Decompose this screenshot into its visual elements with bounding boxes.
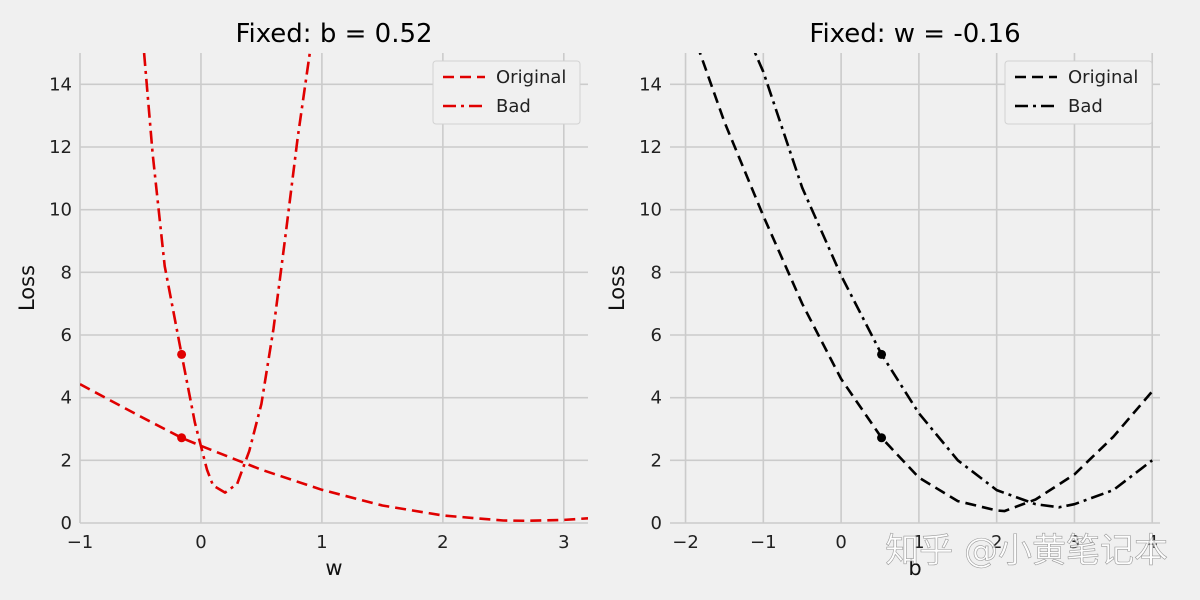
y-tick-label: 12 <box>49 137 72 158</box>
x-tick-label: 1 <box>913 532 924 553</box>
data-point-marker <box>177 433 187 443</box>
x-tick-label: −2 <box>672 532 699 553</box>
y-tick-label: 4 <box>61 388 72 409</box>
y-tick-label: 14 <box>639 74 662 95</box>
y-axis-label: Loss <box>605 265 629 311</box>
watermark-text: 知乎 @小黄笔记本 <box>885 531 1168 571</box>
chart-title: Fixed: b = 0.52 <box>235 19 432 49</box>
y-tick-label: 10 <box>49 200 72 221</box>
x-tick-label: 3 <box>558 532 569 553</box>
y-tick-label: 0 <box>61 513 72 534</box>
x-tick-label: −1 <box>750 532 777 553</box>
x-tick-label: 0 <box>195 532 206 553</box>
y-tick-label: 6 <box>61 325 72 346</box>
x-tick-label: 4 <box>1146 532 1157 553</box>
data-point-marker <box>177 349 187 359</box>
legend: Original Bad <box>1004 60 1153 125</box>
x-tick-label: 3 <box>1069 532 1080 553</box>
y-tick-label: 4 <box>651 388 662 409</box>
series-line-original <box>80 383 588 523</box>
data-point-marker <box>877 433 887 443</box>
legend-label-bad: Bad <box>1068 96 1103 117</box>
y-tick-label: 0 <box>651 513 662 534</box>
x-axis-label: b <box>908 556 921 580</box>
legend-label-original: Original <box>496 67 566 88</box>
x-tick-label: 0 <box>835 532 846 553</box>
y-tick-label: 8 <box>61 262 72 283</box>
y-tick-label: 2 <box>61 450 72 471</box>
y-tick-label: 8 <box>651 262 662 283</box>
x-tick-label: 2 <box>437 532 448 553</box>
series-line-bad <box>142 53 312 494</box>
series-line-original <box>698 53 1154 513</box>
legend-label-bad: Bad <box>496 96 531 117</box>
y-tick-label: 14 <box>49 74 72 95</box>
y-tick-label: 2 <box>651 450 662 471</box>
legend: Original Bad <box>432 60 581 125</box>
y-tick-label: 10 <box>639 200 662 221</box>
y-tick-label: 12 <box>639 137 662 158</box>
chart-title: Fixed: w = -0.16 <box>809 19 1020 49</box>
y-tick-label: 6 <box>651 325 662 346</box>
x-axis-label: w <box>325 556 342 580</box>
x-tick-label: 1 <box>316 532 327 553</box>
legend-label-original: Original <box>1068 67 1138 88</box>
x-tick-label: −1 <box>67 532 94 553</box>
data-point-marker <box>877 349 887 359</box>
x-tick-label: 2 <box>991 532 1002 553</box>
y-axis-label: Loss <box>15 265 39 311</box>
series-line-bad <box>753 53 1153 509</box>
